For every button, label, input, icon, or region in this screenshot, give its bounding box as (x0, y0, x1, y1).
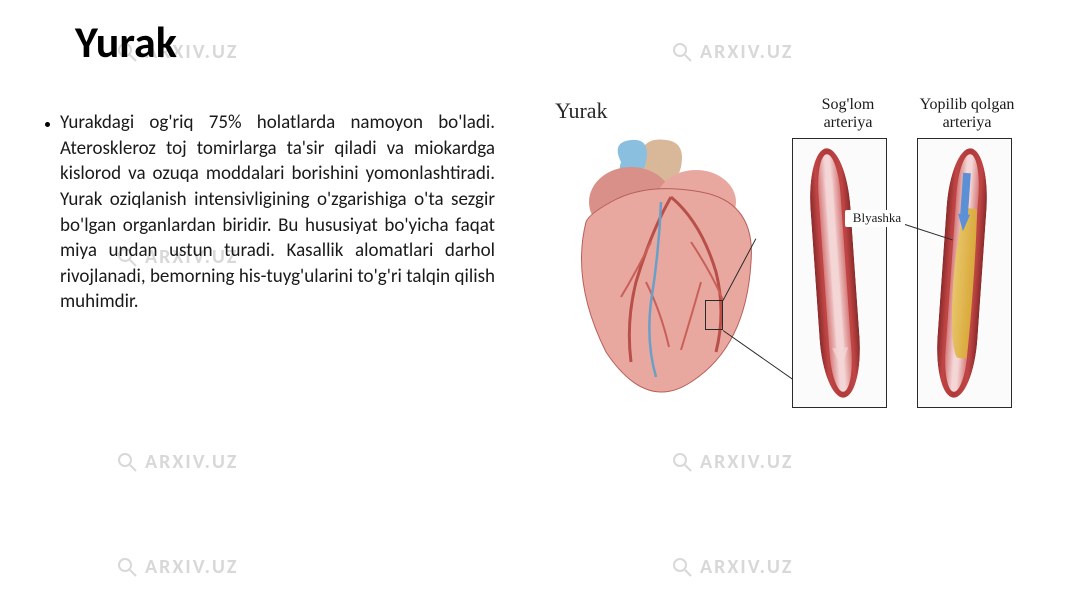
figure-label-plaque: Blyashka (845, 210, 909, 227)
watermark-text: ARXIV.UZ (145, 555, 238, 579)
magnifier-icon (115, 450, 139, 474)
figure-title: Yurak (555, 98, 608, 124)
watermark: ARXIV.UZ (670, 40, 793, 64)
figure: Yurak Sog'lom arteriya Yopilib qolgan ar… (545, 90, 1035, 420)
body-text: Yurakdagi og'riq 75% holatlarda namoyon … (60, 110, 495, 315)
watermark: ARXIV.UZ (670, 450, 793, 474)
bullet-icon (45, 122, 50, 127)
figure-label-healthy: Sog'lom arteriya (803, 96, 893, 133)
magnifier-icon (670, 555, 694, 579)
watermark-text: ARXIV.UZ (145, 450, 238, 474)
watermark-text: ARXIV.UZ (700, 40, 793, 64)
figure-label-blocked: Yopilib qolgan arteriya (907, 96, 1027, 133)
magnifier-icon (670, 40, 694, 64)
body-block: Yurakdagi og'riq 75% holatlarda namoyon … (45, 110, 495, 315)
zoom-marker (705, 300, 723, 330)
watermark: ARXIV.UZ (115, 555, 238, 579)
magnifier-icon (670, 450, 694, 474)
watermark-text: ARXIV.UZ (700, 450, 793, 474)
watermark: ARXIV.UZ (670, 555, 793, 579)
magnifier-icon (115, 555, 139, 579)
slide-title: Yurak (75, 15, 177, 69)
heart-illustration (551, 132, 781, 412)
watermark-text: ARXIV.UZ (700, 555, 793, 579)
watermark: ARXIV.UZ (115, 450, 238, 474)
